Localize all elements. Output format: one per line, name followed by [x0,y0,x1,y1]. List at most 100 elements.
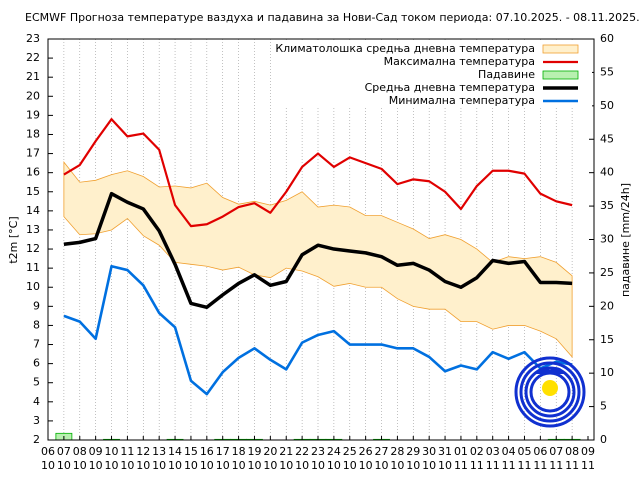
y2-tick-label: 45 [600,132,614,145]
x-tick-month: 10 [41,459,55,472]
x-tick-month: 11 [454,459,468,472]
y-tick-label: 5 [33,376,40,389]
y-tick-label: 12 [26,242,40,255]
x-tick-label: 09 [581,445,595,458]
legend-label: Минимална температура [389,94,535,107]
legend-swatch [542,70,579,80]
chart-title: ECMWF Прогноза температуре ваздуха и пад… [25,11,640,24]
logo [514,356,586,428]
x-tick-label: 29 [406,445,420,458]
x-tick-label: 18 [232,445,246,458]
y-tick-label: 11 [26,261,40,274]
x-tick-month: 11 [581,459,595,472]
y2-tick-label: 20 [600,299,614,312]
x-tick-month: 10 [375,459,389,472]
logo-ring [524,366,576,418]
x-tick-month: 10 [73,459,87,472]
y-tick-label: 22 [26,51,40,64]
y2-tick-label: 40 [600,166,614,179]
x-tick-month: 10 [89,459,103,472]
y2-tick-label: 50 [600,99,614,112]
x-tick-label: 07 [57,445,71,458]
legend-label: Климатолошка средња дневна температура [275,42,535,55]
y-tick-label: 20 [26,89,40,102]
legend-label: Максимална температура [384,55,535,68]
x-tick-label: 08 [565,445,579,458]
legend-label: Средња дневна температура [365,81,535,94]
y-tick-label: 2 [33,433,40,446]
x-tick-label: 09 [89,445,103,458]
x-tick-label: 17 [216,445,230,458]
x-tick-label: 10 [105,445,119,458]
temperature-line [63,264,573,396]
x-tick-month: 10 [200,459,214,472]
x-tick-label: 14 [168,445,182,458]
x-tick-label: 16 [200,445,214,458]
y-axis-label: t2m [°C] [7,216,20,263]
x-tick-month: 10 [390,459,404,472]
x-tick-month: 10 [168,459,182,472]
logo-sun [542,380,558,396]
y-tick-label: 18 [26,127,40,140]
logo-ring [519,361,581,423]
x-tick-label: 05 [517,445,531,458]
y-tick-label: 23 [26,32,40,45]
x-tick-label: 03 [486,445,500,458]
y-tick-label: 16 [26,166,40,179]
y-tick-label: 17 [26,147,40,160]
x-tick-label: 04 [502,445,516,458]
logo-cloud [536,367,564,374]
y2-tick-label: 30 [600,233,614,246]
x-tick-month: 11 [533,459,547,472]
x-tick-month: 11 [470,459,484,472]
x-tick-label: 11 [120,445,134,458]
x-tick-label: 07 [549,445,563,458]
x-tick-label: 15 [184,445,198,458]
x-tick-month: 10 [247,459,261,472]
legend-background [280,42,592,108]
x-tick-month: 10 [406,459,420,472]
y2-axis-label: падавине [mm/24h] [619,183,632,297]
y-tick-label: 14 [26,204,40,217]
x-tick-label: 23 [311,445,325,458]
y2-tick-label: 15 [600,333,614,346]
x-tick-month: 10 [232,459,246,472]
y2-tick-label: 5 [600,400,607,413]
x-tick-month: 10 [184,459,198,472]
x-tick-month: 10 [136,459,150,472]
y-tick-label: 19 [26,108,40,121]
y-tick-label: 6 [33,357,40,370]
temperature-line [63,118,573,228]
y2-tick-label: 60 [600,32,614,45]
x-tick-month: 11 [502,459,516,472]
y-tick-label: 8 [33,318,40,331]
logo-ring [514,356,586,428]
x-tick-month: 11 [486,459,500,472]
x-tick-label: 08 [73,445,87,458]
x-tick-label: 19 [247,445,261,458]
x-tick-month: 10 [295,459,309,472]
x-tick-label: 12 [136,445,150,458]
x-tick-month: 11 [565,459,579,472]
x-tick-month: 10 [438,459,452,472]
x-tick-label: 28 [390,445,404,458]
climate-band [63,161,573,359]
y-tick-label: 13 [26,223,40,236]
y-tick-label: 21 [26,70,40,83]
x-tick-label: 25 [343,445,357,458]
x-tick-month: 10 [311,459,325,472]
x-tick-label: 01 [454,445,468,458]
x-tick-month: 10 [422,459,436,472]
temperature-line [63,191,573,310]
x-tick-label: 27 [375,445,389,458]
x-tick-month: 11 [549,459,563,472]
x-tick-label: 22 [295,445,309,458]
x-tick-label: 06 [533,445,547,458]
x-tick-label: 21 [279,445,293,458]
x-tick-month: 10 [327,459,341,472]
y-tick-label: 4 [33,395,40,408]
x-tick-label: 24 [327,445,341,458]
y2-tick-label: 10 [600,366,614,379]
